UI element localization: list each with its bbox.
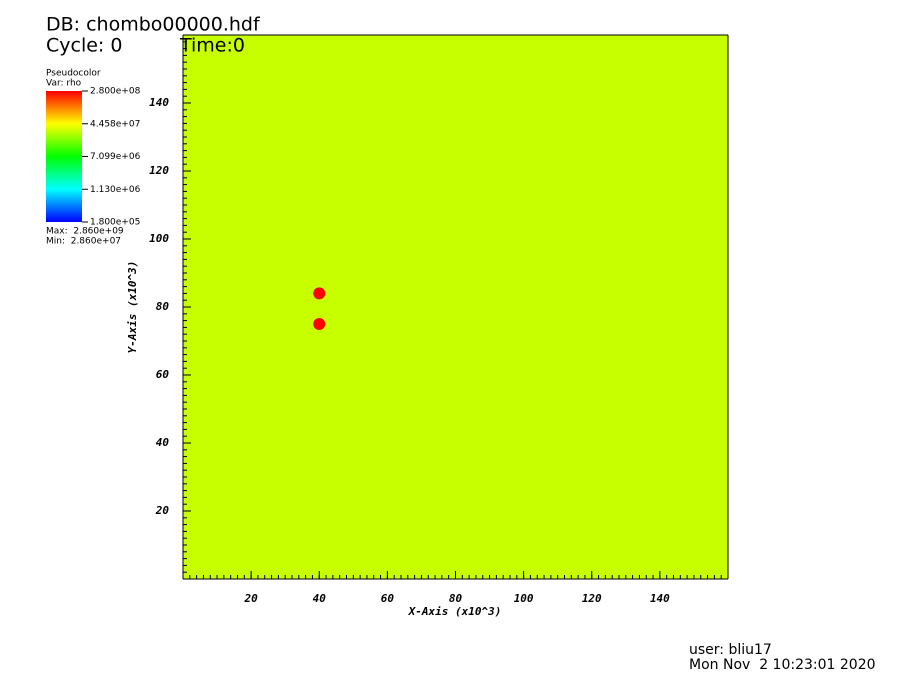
date: Mon Nov 2 10:23:01 2020: [689, 657, 876, 673]
time: Time:0: [179, 35, 245, 57]
db-title: DB: chombo00000.hdf: [46, 14, 261, 36]
legend-min: Min: 2.860e+07: [46, 237, 121, 247]
y-tick-label: 140: [149, 96, 169, 109]
y-tick-label: 120: [149, 164, 169, 177]
x-tick-label: 40: [313, 592, 327, 605]
x-tick-label: 140: [650, 592, 670, 605]
y-tick-label: 100: [149, 232, 169, 245]
colorbar-tick-label: 4.458e+07: [90, 119, 140, 129]
colorbar-tick-label: 2.800e+08: [90, 87, 141, 97]
y-tick-label: 20: [155, 504, 170, 517]
colorbar-tick-label: 1.800e+05: [90, 218, 140, 228]
user: user: bliu17: [689, 642, 772, 658]
colorbar-tick-label: 7.099e+06: [90, 152, 141, 162]
legend-var: Var: rho: [46, 79, 82, 89]
colorbar-tick-label: 1.130e+06: [90, 185, 141, 195]
x-tick-label: 60: [381, 592, 395, 605]
y-axis-label: Y-Axis (x10^3): [126, 261, 139, 354]
x-tick-label: 80: [449, 592, 463, 605]
y-tick-label: 80: [156, 300, 170, 313]
x-tick-label: 120: [582, 592, 602, 605]
cycle: Cycle: 0: [46, 35, 122, 57]
field: [183, 35, 728, 579]
colorbar: [46, 91, 82, 222]
x-axis-label: X-Axis (x10^3): [408, 605, 502, 618]
x-tick-label: 20: [244, 592, 259, 605]
legend-max: Max: 2.860e+09: [46, 227, 124, 237]
x-tick-label: 100: [514, 592, 534, 605]
density-peak: [313, 318, 326, 330]
density-peak: [313, 287, 326, 300]
y-tick-label: 40: [156, 436, 170, 449]
legend-title: Pseudocolor: [46, 69, 101, 79]
y-tick-label: 60: [156, 368, 170, 381]
